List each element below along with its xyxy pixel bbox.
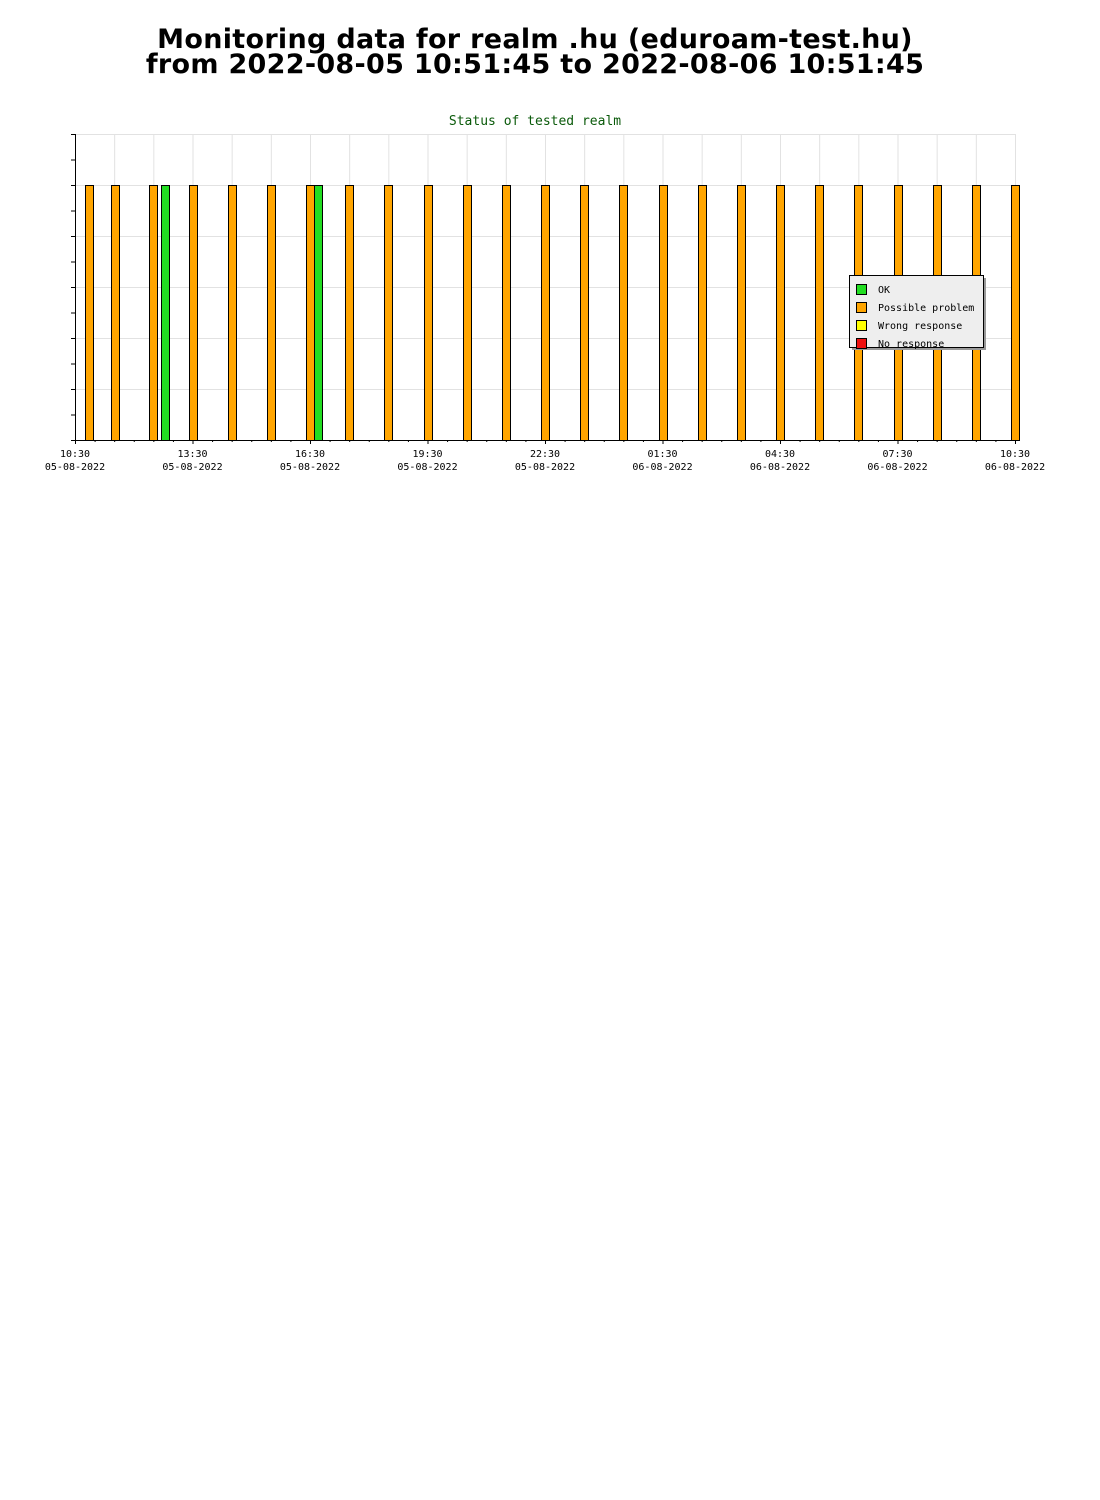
x-tick-label-time: 13:30	[177, 449, 207, 460]
bar-possible-problem	[580, 185, 589, 441]
legend-label-ok: OK	[878, 285, 890, 296]
x-tick-label-time: 19:30	[412, 449, 442, 460]
x-tick-label-date: 05-08-2022	[397, 462, 457, 473]
bar-possible-problem	[776, 185, 785, 441]
bar-possible-problem	[111, 185, 120, 441]
bar-possible-problem	[345, 185, 354, 441]
legend-swatch-wrong-response	[856, 320, 867, 331]
x-tick-label-time: 16:30	[295, 449, 325, 460]
bar-ok	[314, 185, 323, 441]
legend: OK Possible problem Wrong response No respo…	[849, 275, 986, 350]
legend-label-possible-problem: Possible problem	[878, 303, 974, 314]
x-tick-label-time: 04:30	[765, 449, 795, 460]
bar-possible-problem	[502, 185, 511, 441]
x-tick-label-time: 07:30	[882, 449, 912, 460]
x-tick-label-date: 06-08-2022	[867, 462, 927, 473]
x-tick-label-date: 05-08-2022	[515, 462, 575, 473]
x-tick-label-time: 01:30	[647, 449, 677, 460]
bar-possible-problem	[659, 185, 668, 441]
bar-possible-problem	[267, 185, 276, 441]
legend-swatch-ok	[856, 284, 867, 295]
bar-possible-problem	[541, 185, 550, 441]
page-title-line-2: from 2022-08-05 10:51:45 to 2022-08-06 1…	[145, 49, 925, 80]
legend-label-wrong-response: Wrong response	[878, 321, 962, 332]
bar-possible-problem	[737, 185, 746, 441]
bar-possible-problem	[619, 185, 628, 441]
x-tick-label-time: 10:30	[60, 449, 90, 460]
x-tick-label-date: 06-08-2022	[985, 462, 1045, 473]
status-chart: Status of tested realm 10:30 05-08-2022 13…	[45, 114, 1045, 473]
legend-label-no-response: No response	[878, 339, 944, 350]
x-tick-label-date: 06-08-2022	[632, 462, 692, 473]
legend-swatch-no-response	[856, 338, 867, 349]
bar-possible-problem	[815, 185, 824, 441]
bar-possible-problem	[85, 185, 94, 441]
bar-possible-problem	[463, 185, 472, 441]
page-title-line-1: Monitoring data for realm .hu (eduroam-t…	[157, 24, 913, 55]
chart-title: Status of tested realm	[449, 114, 621, 129]
x-tick-label-date: 06-08-2022	[750, 462, 810, 473]
x-tick-label-date: 05-08-2022	[162, 462, 222, 473]
x-tick-label-date: 05-08-2022	[280, 462, 340, 473]
bar-possible-problem	[384, 185, 393, 441]
bar-possible-problem	[149, 185, 158, 441]
legend-box	[849, 275, 984, 348]
bar-ok	[161, 185, 170, 441]
bar-possible-problem	[1011, 185, 1020, 441]
x-tick-label-time: 22:30	[530, 449, 560, 460]
bar-possible-problem	[424, 185, 433, 441]
bar-possible-problem	[698, 185, 707, 441]
x-tick-labels: 10:30 05-08-2022 13:30 05-08-2022 16:30 05-08…	[45, 449, 1045, 473]
bar-possible-problem	[189, 185, 198, 441]
x-tick-label-time: 10:30	[1000, 449, 1030, 460]
bar-possible-problem	[306, 185, 315, 441]
bar-possible-problem	[228, 185, 237, 441]
legend-swatch-possible-problem	[856, 302, 867, 313]
x-tick-label-date: 05-08-2022	[45, 462, 105, 473]
axes	[71, 134, 1016, 444]
